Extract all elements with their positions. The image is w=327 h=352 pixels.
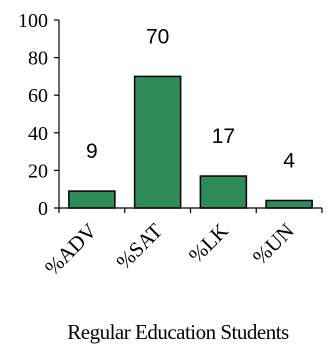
y-tick-label: 40 (28, 123, 48, 145)
bar-value-label: 4 (283, 149, 295, 172)
bar (199, 175, 248, 209)
y-tick-label: 20 (28, 160, 48, 182)
y-tick-label: 100 (18, 10, 48, 32)
category-label: %SAT (111, 218, 167, 274)
bar-value-label: 17 (212, 125, 235, 148)
data-labels: 9 70 17 4 (86, 25, 295, 172)
bar-value-label: 9 (86, 140, 98, 163)
bar (68, 190, 116, 209)
y-tick-label: 60 (28, 85, 48, 107)
category-label: %LK (184, 219, 233, 268)
bar (265, 199, 313, 209)
category-label: %ADV (40, 219, 102, 281)
category-label: %UN (248, 219, 299, 270)
y-tick-label: 80 (28, 48, 48, 70)
bars (68, 75, 313, 209)
bar (133, 75, 182, 209)
bar-value-label: 70 (146, 25, 169, 48)
y-axis: 0 20 40 60 80 100 (18, 10, 60, 220)
x-axis-title: Regular Education Students (67, 320, 289, 344)
category-labels: %ADV %SAT %LK %UN (40, 218, 299, 280)
y-tick-label: 0 (38, 198, 48, 220)
